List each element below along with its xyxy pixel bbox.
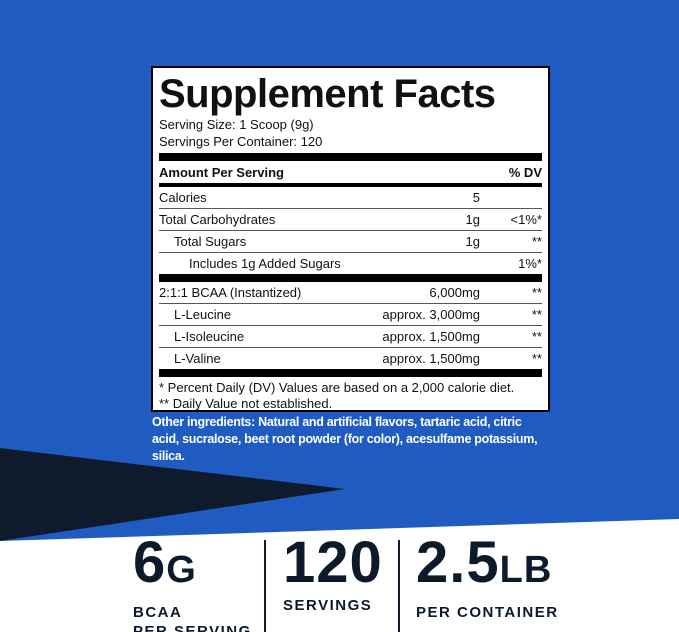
other-ingredients: Other ingredients: Natural and artificia… — [152, 415, 538, 463]
caption-line: PER SERVING — [133, 623, 252, 632]
nutrient-row: Includes 1g Added Sugars 1%* — [159, 253, 542, 274]
caption-line: PER CONTAINER — [416, 604, 559, 621]
nutrient-row: Calories 5 — [159, 187, 542, 209]
stat-value: 6G — [133, 532, 252, 601]
nutrient-row: Total Sugars 1g ** — [159, 231, 542, 253]
nutrient-amount: 6,000mg — [429, 285, 480, 300]
nutrient-name: L-Valine — [174, 351, 221, 366]
stat-caption: SERVINGS — [283, 596, 383, 615]
stat-number: 6 — [133, 530, 167, 595]
amount-header: Amount Per Serving — [159, 164, 284, 180]
divider — [264, 540, 266, 632]
nutrient-row: Total Carbohydrates 1g <1%* — [159, 209, 542, 231]
serving-size: Serving Size: 1 Scoop (9g) — [159, 117, 314, 132]
caption-line: SERVINGS — [283, 597, 373, 614]
footnotes: * Percent Daily (DV) Values are based on… — [159, 380, 542, 412]
footnote: * Percent Daily (DV) Values are based on… — [159, 380, 515, 395]
nutrient-dv: ** — [531, 234, 542, 249]
header-row: Amount Per Serving % DV — [159, 161, 542, 187]
white-band — [0, 519, 679, 632]
nutrient-amount: approx. 3,000mg — [382, 307, 480, 322]
rule — [159, 153, 542, 161]
rule — [159, 369, 542, 377]
stat-unit: LB — [499, 549, 553, 591]
stat: 6G BCAA PER SERVING — [133, 532, 252, 632]
footnote: ** Daily Value not established. — [159, 396, 333, 411]
nutrient-amount: 5 — [472, 190, 480, 205]
nutrient-dv: <1%* — [510, 212, 542, 227]
divider — [398, 540, 400, 632]
nutrient-amount: 1g — [465, 212, 480, 227]
nutrient-dv: 1%* — [518, 256, 542, 271]
nutrient-dv: ** — [531, 351, 542, 366]
nutrient-row: 2:1:1 BCAA (Instantized) 6,000mg ** — [159, 282, 542, 304]
nutrient-name: Includes 1g Added Sugars — [189, 256, 341, 271]
stat-number: 120 — [283, 530, 383, 595]
rule — [159, 274, 542, 282]
nutrient-row: L-Valine approx. 1,500mg ** — [159, 348, 542, 369]
nutrient-row: L-Isoleucine approx. 1,500mg ** — [159, 326, 542, 348]
nutrient-amount: 1g — [465, 234, 480, 249]
stat-value: 120 — [283, 532, 383, 594]
nutrient-name: Calories — [159, 190, 207, 205]
stat-value: 2.5LB — [416, 532, 559, 601]
servings-per-container: Servings Per Container: 120 — [159, 134, 323, 149]
stat-number: 2.5 — [416, 530, 500, 595]
nutrient-name: 2:1:1 BCAA (Instantized) — [159, 285, 302, 300]
stat-caption: PER CONTAINER — [416, 603, 559, 622]
nutrient-row: L-Leucine approx. 3,000mg ** — [159, 304, 542, 326]
stat-caption: BCAA PER SERVING — [133, 603, 252, 632]
supplement-facts: Supplement Facts Serving Size: 1 Scoop (… — [151, 66, 550, 412]
nutrient-dv: ** — [531, 307, 542, 322]
stat: 120 SERVINGS — [283, 532, 383, 615]
stat: 2.5LB PER CONTAINER — [416, 532, 559, 622]
nutrient-dv: ** — [531, 329, 542, 344]
nutrient-dv: ** — [531, 285, 542, 300]
nutrient-name: L-Isoleucine — [174, 329, 245, 344]
nutrient-amount: approx. 1,500mg — [382, 351, 480, 366]
caption-line: BCAA — [133, 604, 183, 621]
label-title: Supplement Facts — [159, 72, 496, 116]
nutrient-name: L-Leucine — [174, 307, 232, 322]
nutrient-name: Total Sugars — [174, 234, 247, 249]
navy-band — [0, 448, 345, 541]
nutrient-name: Total Carbohydrates — [159, 212, 276, 227]
stat-unit: G — [166, 549, 197, 591]
nutrient-amount: approx. 1,500mg — [382, 329, 480, 344]
dv-header: % DV — [508, 164, 542, 180]
